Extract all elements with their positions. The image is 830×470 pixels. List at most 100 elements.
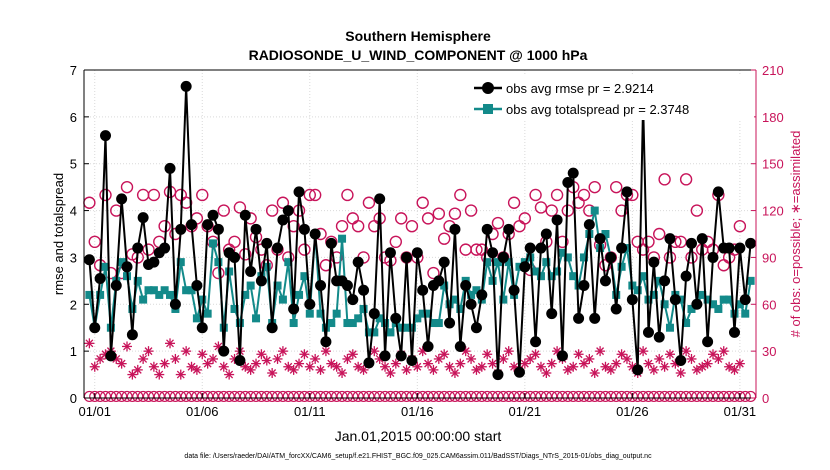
baseline-obs-point <box>379 390 391 403</box>
baseline-obs-point <box>304 390 316 403</box>
possible-obs-point <box>464 204 478 217</box>
assimilated-obs-point <box>476 361 487 372</box>
possible-obs-point <box>389 235 403 249</box>
rmse-point <box>648 256 660 268</box>
totalspread-point <box>386 328 395 337</box>
assimilated-obs-point <box>353 361 364 372</box>
rmse-point <box>159 242 171 254</box>
rmse-point <box>449 223 461 235</box>
possible-obs-point <box>642 235 655 249</box>
assimilated-obs-point <box>159 358 170 369</box>
rmse-line <box>88 86 752 375</box>
rmse-point <box>89 322 101 334</box>
possible-obs-point <box>663 251 677 264</box>
baseline-obs-point <box>266 390 278 403</box>
rmse-point <box>578 280 590 292</box>
rmse-point <box>110 280 122 292</box>
assimilated-obs-point <box>218 361 229 372</box>
chart-title: Southern Hemisphere <box>345 28 491 44</box>
totalspread-point <box>440 281 449 290</box>
possible-obs-point <box>335 219 349 233</box>
y2-tick-label: 90 <box>762 250 776 265</box>
assimilated-obs-point <box>584 353 595 364</box>
assimilated-obs-point <box>181 346 192 357</box>
rmse-point <box>702 336 714 348</box>
rmse-point <box>567 167 579 179</box>
assimilated-obs-point <box>331 361 342 372</box>
legend-rmse-label: obs avg rmse pr = 2.9214 <box>506 81 654 96</box>
baseline-obs-point <box>696 390 708 403</box>
x-tick-label: 01/31 <box>724 404 757 419</box>
assimilated-obs-point <box>589 368 600 379</box>
baseline-obs-point <box>615 390 628 403</box>
possible-obs-point <box>308 188 322 202</box>
baseline-obs-point <box>712 390 724 403</box>
rmse-point <box>476 289 488 301</box>
rmse-point <box>470 322 482 334</box>
totalspread-point <box>284 258 293 267</box>
baseline-obs-point <box>142 390 155 403</box>
rmse-point <box>605 251 617 263</box>
baseline-obs-point <box>89 390 101 403</box>
y-tick-label: 3 <box>70 250 77 265</box>
baseline-obs-point <box>589 390 601 403</box>
possible-obs-point <box>448 207 462 220</box>
y-axis-label: rmse and totalspread <box>51 173 66 295</box>
assimilated-obs-point <box>573 349 584 360</box>
rmse-point <box>212 223 224 235</box>
rmse-point <box>277 214 289 226</box>
assimilated-obs-point <box>191 364 202 375</box>
totalspread-point <box>327 319 336 328</box>
rmse-point <box>239 209 251 221</box>
totalspread-point <box>305 309 314 318</box>
baseline-obs-point <box>239 390 251 403</box>
totalspread-point <box>424 309 433 318</box>
baseline-obs-point <box>363 390 375 403</box>
totalspread-point <box>203 309 212 318</box>
rmse-point <box>696 233 708 245</box>
rmse-point <box>100 130 112 142</box>
rmse-point <box>481 223 493 235</box>
baseline-obs-point <box>320 390 332 403</box>
totalspread-point <box>364 328 373 337</box>
legend-box <box>470 74 754 120</box>
rmse-point <box>599 275 611 287</box>
rmse-point <box>728 326 740 338</box>
possible-obs-point <box>679 173 693 186</box>
possible-obs-point <box>545 204 558 217</box>
totalspread-point <box>182 286 191 295</box>
rmse-point <box>707 251 719 263</box>
x-tick-label: 01/26 <box>616 404 649 419</box>
rmse-point <box>401 251 413 263</box>
assimilated-obs-point <box>530 349 541 360</box>
assimilated-obs-point <box>734 358 745 369</box>
totalspread-point <box>354 314 363 323</box>
assimilated-obs-point <box>428 364 439 375</box>
rmse-point <box>454 340 466 352</box>
rmse-point <box>169 298 181 310</box>
baseline-obs-point <box>556 390 569 403</box>
totalspread-point <box>273 281 282 290</box>
rmse-point <box>390 312 402 324</box>
rmse-point <box>616 242 628 254</box>
baseline-obs-point <box>212 390 224 403</box>
assimilated-obs-point <box>724 361 735 372</box>
rmse-point <box>272 242 284 254</box>
rmse-point <box>293 186 305 198</box>
possible-obs-point <box>588 180 601 194</box>
possible-obs-point <box>658 173 671 186</box>
totalspread-point <box>187 286 196 295</box>
totalspread-point <box>348 319 357 328</box>
assimilated-obs-point <box>390 358 401 369</box>
possible-obs-point <box>298 243 311 256</box>
legend-spread-marker <box>483 104 493 114</box>
possible-obs-point <box>120 180 134 194</box>
y2-tick-label: 120 <box>762 204 784 219</box>
totalspread-point <box>698 290 707 299</box>
rmse-point <box>368 308 380 320</box>
possible-obs-point <box>507 196 521 209</box>
baseline-obs-point <box>659 390 671 403</box>
baseline-obs-point <box>245 390 257 403</box>
rmse-point <box>551 214 563 226</box>
assimilated-obs-point <box>664 349 675 360</box>
